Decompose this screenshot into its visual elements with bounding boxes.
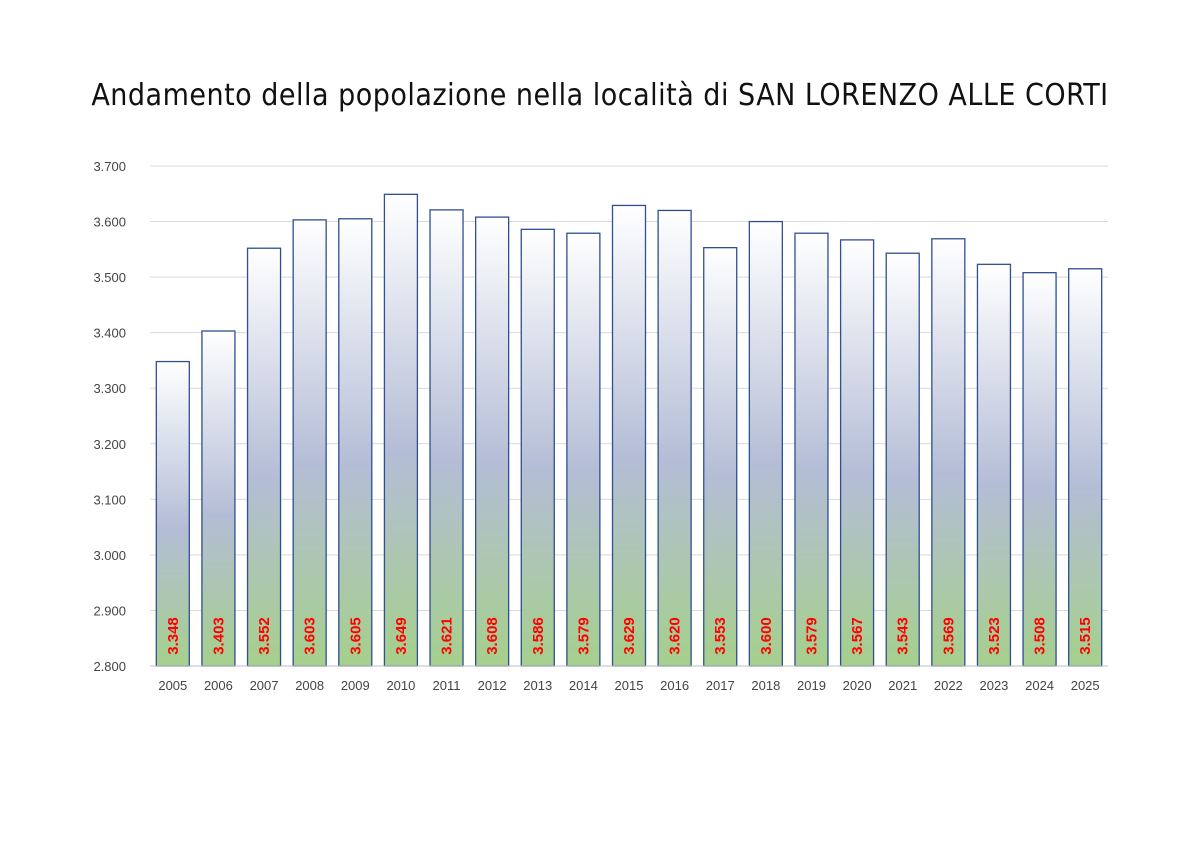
x-tick-label: 2019 <box>797 678 826 693</box>
chart-title: Andamento della popolazione nella locali… <box>91 78 1109 113</box>
data-label: 3.603 <box>302 617 319 655</box>
x-tick-label: 2013 <box>523 678 552 693</box>
data-label: 3.552 <box>256 617 273 655</box>
bar-2013 <box>520 228 555 667</box>
y-tick-label: 3.500 <box>93 270 126 285</box>
y-tick-label: 3.000 <box>93 548 126 563</box>
y-tick-label: 3.600 <box>93 215 126 230</box>
x-tick-label: 2018 <box>751 678 780 693</box>
data-label: 3.629 <box>621 617 638 655</box>
bar-2022 <box>931 238 966 667</box>
value-labels: 3.348 3.403 3.552 3.603 3.605 3.649 3.621 3.608… <box>165 617 1094 655</box>
x-axis: 2005 2006 2007 2008 2009 2010 2011 2012 2013 2014… <box>150 665 1108 693</box>
data-label: 3.605 <box>347 617 364 655</box>
x-tick-label: 2005 <box>158 678 187 693</box>
x-tick-label: 2017 <box>706 678 735 693</box>
data-label: 3.586 <box>530 617 547 655</box>
data-label: 3.649 <box>393 617 410 655</box>
data-label: 3.508 <box>1032 617 1049 655</box>
data-label: 3.403 <box>210 617 227 655</box>
bar-2006 <box>201 330 236 667</box>
y-tick-label: 3.400 <box>93 326 126 341</box>
x-tick-label: 2010 <box>386 678 415 693</box>
x-tick-label: 2020 <box>843 678 872 693</box>
data-label: 3.543 <box>895 617 912 655</box>
y-tick-label: 3.100 <box>93 492 126 507</box>
x-tick-label: 2015 <box>615 678 644 693</box>
x-tick-label: 2024 <box>1025 678 1054 693</box>
y-tick-label: 2.900 <box>93 603 126 618</box>
x-tick-label: 2021 <box>888 678 917 693</box>
bar-2017 <box>703 247 738 667</box>
bar-2024 <box>1022 272 1057 667</box>
bar-2015 <box>611 204 647 667</box>
bar-2010 <box>383 193 419 667</box>
x-tick-label: 2022 <box>934 678 963 693</box>
x-tick-label: 2006 <box>204 678 233 693</box>
y-tick-label: 3.700 <box>93 159 126 174</box>
bar-2008 <box>292 219 327 667</box>
data-label: 3.608 <box>484 617 501 655</box>
data-label: 3.553 <box>712 617 729 655</box>
bar-2012 <box>474 216 510 667</box>
bar-2021 <box>885 252 920 667</box>
data-label: 3.620 <box>667 617 684 655</box>
bar-2016 <box>657 209 692 667</box>
x-tick-label: 2016 <box>660 678 689 693</box>
y-tick-label: 3.300 <box>93 381 126 396</box>
data-label: 3.523 <box>986 617 1003 655</box>
bar-2019 <box>794 232 829 667</box>
x-tick-label: 2014 <box>569 678 598 693</box>
bars <box>155 193 1103 667</box>
data-label: 3.579 <box>803 617 820 655</box>
bar-2009 <box>338 218 373 667</box>
x-tick-label: 2023 <box>979 678 1008 693</box>
data-label: 3.567 <box>849 617 866 655</box>
x-tick-label: 2011 <box>433 678 461 693</box>
bar-2020 <box>839 239 875 667</box>
x-tick-label: 2007 <box>250 678 279 693</box>
y-tick-label: 2.800 <box>93 659 126 674</box>
x-tick-label: 2012 <box>478 678 507 693</box>
data-label: 3.348 <box>165 617 182 655</box>
y-axis: 2.800 2.900 3.000 3.100 3.200 3.300 3.400 3.500… <box>93 159 126 674</box>
bar-2011 <box>429 209 464 667</box>
bar-2014 <box>566 232 601 667</box>
data-label: 3.515 <box>1077 617 1094 655</box>
data-label: 3.600 <box>758 617 775 655</box>
data-label: 3.621 <box>439 617 456 655</box>
bar-2023 <box>976 263 1012 667</box>
y-tick-label: 3.200 <box>93 437 126 452</box>
bar-2025 <box>1068 268 1103 667</box>
bar-2005 <box>155 360 190 667</box>
data-label: 3.579 <box>575 617 592 655</box>
x-tick-label: 2008 <box>295 678 324 693</box>
bar-2007 <box>246 247 282 667</box>
x-tick-label: 2025 <box>1071 678 1100 693</box>
x-tick-label: 2009 <box>341 678 370 693</box>
bar-2018 <box>748 220 784 667</box>
data-label: 3.569 <box>940 617 957 655</box>
